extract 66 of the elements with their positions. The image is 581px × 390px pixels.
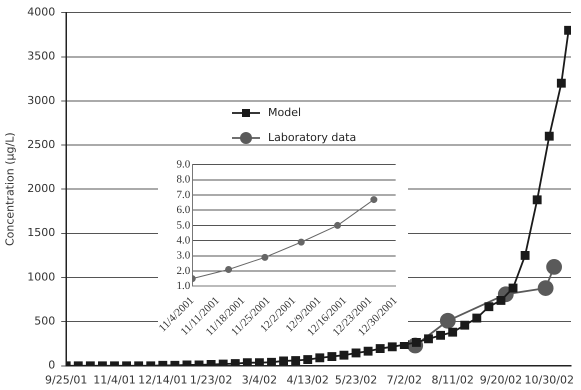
x-tick-label: 11/4/01 [93, 373, 136, 386]
y-tick-label: 1500 [27, 226, 56, 240]
point [279, 356, 288, 366]
point [352, 348, 360, 358]
point [484, 302, 494, 312]
y-tick-label: 1.0 [176, 280, 191, 292]
y-tick-label: 3.0 [176, 250, 191, 262]
x-tick-label: 3/4/02 [242, 373, 278, 386]
x-tick-label: 8/11/02 [431, 373, 474, 386]
point [544, 132, 554, 141]
y-tick-label: 7.0 [176, 188, 191, 201]
x-tick-label: 12/14/01 [138, 373, 188, 386]
y-axis-title: Concentration (μg/L) [3, 132, 16, 246]
y-tick-label: 3500 [27, 50, 56, 63]
point [298, 238, 305, 246]
y-tick-label: 500 [34, 314, 56, 328]
x-tick-label: 10/30/02 [524, 373, 574, 386]
point [436, 330, 446, 340]
point [376, 344, 385, 354]
point [340, 350, 348, 360]
point [508, 284, 518, 293]
point [496, 296, 506, 305]
y-tick-label: 2.0 [176, 264, 191, 277]
x-tick-label: 9/25/01 [44, 373, 88, 386]
point [448, 328, 458, 337]
point [364, 346, 373, 356]
x-tick-label: 9/20/02 [480, 373, 522, 386]
point [532, 195, 542, 204]
point [303, 355, 312, 364]
point [520, 250, 530, 260]
y-tick-label: 0 [48, 358, 56, 372]
legend-label: Laboratory data [268, 131, 356, 144]
point [546, 259, 562, 275]
y-tick-label: 5.0 [176, 219, 191, 232]
y-tick-label: 3000 [27, 94, 56, 107]
point [261, 254, 268, 261]
point [225, 266, 232, 274]
y-tick-label: 2000 [27, 182, 56, 196]
point [242, 358, 252, 366]
point [334, 222, 342, 229]
point [315, 353, 324, 362]
point [267, 358, 276, 366]
y-tick-label: 4000 [27, 5, 56, 18]
y-tick-label: 9.0 [176, 158, 191, 170]
y-tick-label: 1000 [27, 270, 56, 284]
y-tick-label: 2500 [27, 138, 56, 151]
point [254, 358, 264, 366]
x-tick-label: 5/23/02 [334, 373, 378, 386]
point [370, 196, 378, 204]
point [230, 359, 240, 366]
point [472, 314, 482, 323]
point [388, 342, 397, 352]
point [556, 78, 566, 88]
point [327, 352, 336, 361]
y-tick-label: 4.0 [176, 234, 191, 247]
point [538, 280, 554, 296]
legend-label: Model [268, 106, 302, 119]
point [291, 356, 300, 365]
y-tick-label: 8.0 [176, 174, 191, 186]
point [460, 320, 470, 330]
x-tick-label: 4/13/02 [286, 373, 329, 386]
point [424, 334, 433, 344]
point [440, 312, 456, 329]
x-tick-label: 1/23/02 [190, 373, 232, 386]
x-tick-label: 7/2/02 [386, 373, 422, 386]
y-tick-label: 6.0 [176, 204, 191, 216]
